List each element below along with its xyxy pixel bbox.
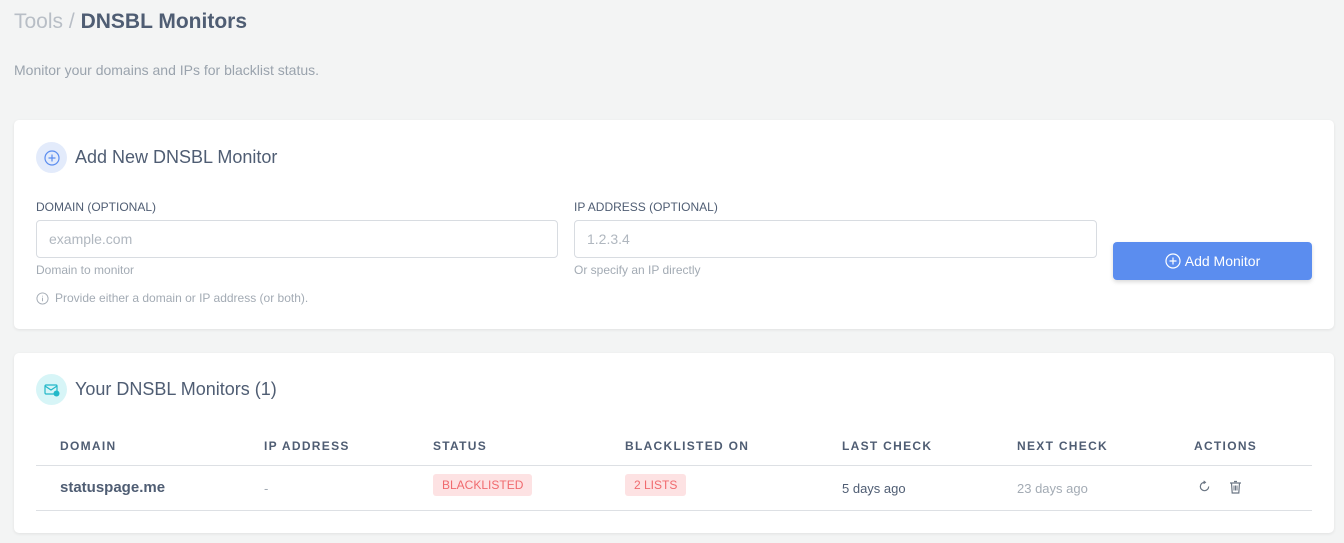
domain-help: Domain to monitor — [36, 263, 135, 277]
row-ip: - — [264, 481, 269, 496]
breadcrumb: Tools / DNSBL Monitors — [14, 10, 247, 34]
refresh-icon[interactable] — [1198, 480, 1211, 493]
status-badge: BLACKLISTED — [433, 474, 533, 496]
col-status[interactable]: STATUS — [433, 439, 488, 453]
col-last-check[interactable]: LAST CHECK — [842, 439, 933, 453]
add-monitor-button[interactable]: Add Monitor — [1113, 242, 1312, 280]
col-domain[interactable]: DOMAIN — [60, 439, 117, 453]
row-domain: statuspage.me — [60, 479, 166, 496]
page-subtitle: Monitor your domains and IPs for blackli… — [14, 62, 320, 78]
plus-circle-icon — [36, 142, 67, 173]
ip-help: Or specify an IP directly — [574, 263, 701, 277]
col-ip[interactable]: IP ADDRESS — [264, 439, 350, 453]
page-title: DNSBL Monitors — [80, 10, 248, 33]
domain-input[interactable] — [36, 220, 558, 258]
card-title: Your DNSBL Monitors (1) — [75, 379, 277, 399]
mail-alert-icon — [36, 374, 67, 405]
header-divider — [36, 465, 1312, 466]
add-monitor-card: Add New DNSBL Monitor DOMAIN (OPTIONAL) … — [14, 120, 1334, 329]
col-next-check[interactable]: NEXT CHECK — [1017, 439, 1109, 453]
breadcrumb-tools[interactable]: Tools — [14, 10, 64, 33]
row-next-check: 23 days ago — [1017, 481, 1088, 496]
monitors-card: Your DNSBL Monitors (1) DOMAIN IP ADDRES… — [14, 353, 1334, 533]
ip-label: IP ADDRESS (OPTIONAL) — [574, 200, 718, 214]
add-monitor-label: Add Monitor — [1184, 253, 1261, 269]
info-icon — [36, 291, 49, 305]
domain-label: DOMAIN (OPTIONAL) — [36, 200, 157, 214]
col-blacklisted[interactable]: BLACKLISTED ON — [625, 439, 750, 453]
row-divider — [36, 510, 1312, 511]
ip-input[interactable] — [574, 220, 1097, 258]
breadcrumb-separator: / — [68, 10, 75, 33]
form-note: Provide either a domain or IP address (o… — [55, 291, 309, 305]
col-actions: ACTIONS — [1194, 439, 1258, 453]
row-last-check: 5 days ago — [842, 481, 906, 496]
card-title: Add New DNSBL Monitor — [75, 147, 278, 167]
trash-icon[interactable] — [1229, 480, 1242, 494]
plus-circle-icon — [1165, 253, 1181, 269]
blacklisted-count-badge[interactable]: 2 LISTS — [625, 474, 687, 496]
